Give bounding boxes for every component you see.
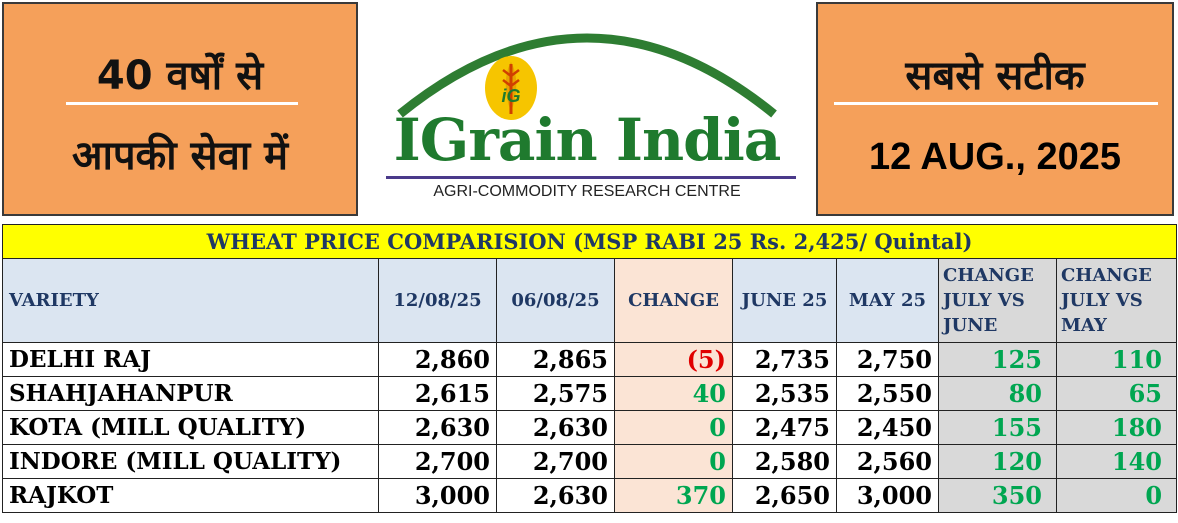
price-date1-cell: 2,700 [378,444,497,479]
june-price-cell: 2,735 [732,342,837,377]
change-vs-june-cell: 350 [938,478,1057,513]
table-row: RAJKOT 3,000 2,630 370 2,650 3,000 350 0 [2,478,1178,513]
table-row: SHAHJAHANPUR 2,615 2,575 40 2,535 2,550 … [2,376,1178,411]
report-date: 12 AUG., 2025 [868,136,1122,178]
may-price-cell: 2,550 [836,376,939,411]
at-your-service-text: आपकी सेवा में [71,133,289,179]
price-date2-cell: 2,630 [496,410,615,445]
header-banner: 40 वर्षों से आपकी सेवा में iG IGrain Ind… [0,0,1178,222]
variety-cell: DELHI RAJ [2,342,379,377]
price-date1-cell: 2,860 [378,342,497,377]
logo-arc-icon [397,33,777,120]
variety-cell: RAJKOT [2,478,379,513]
wheat-price-table: WHEAT PRICE COMPARISION (MSP RABI 25 Rs.… [1,224,1178,513]
table-title-row: WHEAT PRICE COMPARISION (MSP RABI 25 Rs.… [1,224,1178,259]
change-cell: 40 [614,376,733,411]
tagline-panel-right: सबसे सटीक 12 AUG., 2025 [816,2,1174,216]
price-date2-cell: 2,630 [496,478,615,513]
column-header-june: JUNE 25 [732,258,837,343]
column-header-variety: VARIETY [2,258,379,343]
change-vs-may-cell: 140 [1055,444,1178,479]
column-header-change-vs-may: CHANGE JULY VS MAY [1055,258,1178,343]
change-vs-june-cell: 120 [938,444,1057,479]
change-vs-june-cell: 125 [938,342,1057,377]
logo-panel: iG IGrain India AGRI-COMMODITY RESEARCH … [360,2,814,216]
may-price-cell: 2,560 [836,444,939,479]
table-row: INDORE (MILL QUALITY) 2,700 2,700 0 2,58… [2,444,1178,479]
price-date2-cell: 2,700 [496,444,615,479]
divider-line [834,102,1158,105]
brand-tagline: AGRI-COMMODITY RESEARCH CENTRE [433,183,741,200]
may-price-cell: 2,450 [836,410,939,445]
june-price-cell: 2,475 [732,410,837,445]
column-header-may: MAY 25 [836,258,939,343]
june-price-cell: 2,535 [732,376,837,411]
table-row: KOTA (MILL QUALITY) 2,630 2,630 0 2,475 … [2,410,1178,445]
change-vs-may-cell: 65 [1055,376,1178,411]
change-cell: 0 [614,410,733,445]
june-price-cell: 2,580 [732,444,837,479]
change-vs-may-cell: 0 [1055,478,1178,513]
may-price-cell: 3,000 [836,478,939,513]
table-title: WHEAT PRICE COMPARISION (MSP RABI 25 Rs.… [1,224,1178,259]
change-vs-june-cell: 80 [938,376,1057,411]
change-vs-june-cell: 155 [938,410,1057,445]
change-vs-may-cell: 110 [1055,342,1178,377]
price-date1-cell: 2,615 [378,376,497,411]
years-of-service-text: 40 वर्षों से [96,53,264,99]
variety-cell: SHAHJAHANPUR [2,376,379,411]
table-header-row: VARIETY 12/08/25 06/08/25 CHANGE JUNE 25… [2,258,1178,343]
change-cell: (5) [614,342,733,377]
price-date2-cell: 2,865 [496,342,615,377]
change-vs-may-cell: 180 [1055,410,1178,445]
most-accurate-text: सबसे सटीक [905,53,1085,99]
column-header-change: CHANGE [614,258,733,343]
brand-underline [386,176,796,179]
tagline-panel-left: 40 वर्षों से आपकी सेवा में [2,2,358,216]
brand-name: IGrain India [393,106,782,174]
price-date1-cell: 2,630 [378,410,497,445]
table-row: DELHI RAJ 2,860 2,865 (5) 2,735 2,750 12… [2,342,1178,377]
change-cell: 0 [614,444,733,479]
logo-badge-text: iG [501,86,521,106]
column-header-change-vs-june: CHANGE JULY VS JUNE [938,258,1057,343]
variety-cell: INDORE (MILL QUALITY) [2,444,379,479]
variety-cell: KOTA (MILL QUALITY) [2,410,379,445]
change-cell: 370 [614,478,733,513]
column-header-date1: 12/08/25 [378,258,497,343]
may-price-cell: 2,750 [836,342,939,377]
column-header-date2: 06/08/25 [496,258,615,343]
price-date2-cell: 2,575 [496,376,615,411]
divider-line [66,102,298,105]
price-date1-cell: 3,000 [378,478,497,513]
june-price-cell: 2,650 [732,478,837,513]
